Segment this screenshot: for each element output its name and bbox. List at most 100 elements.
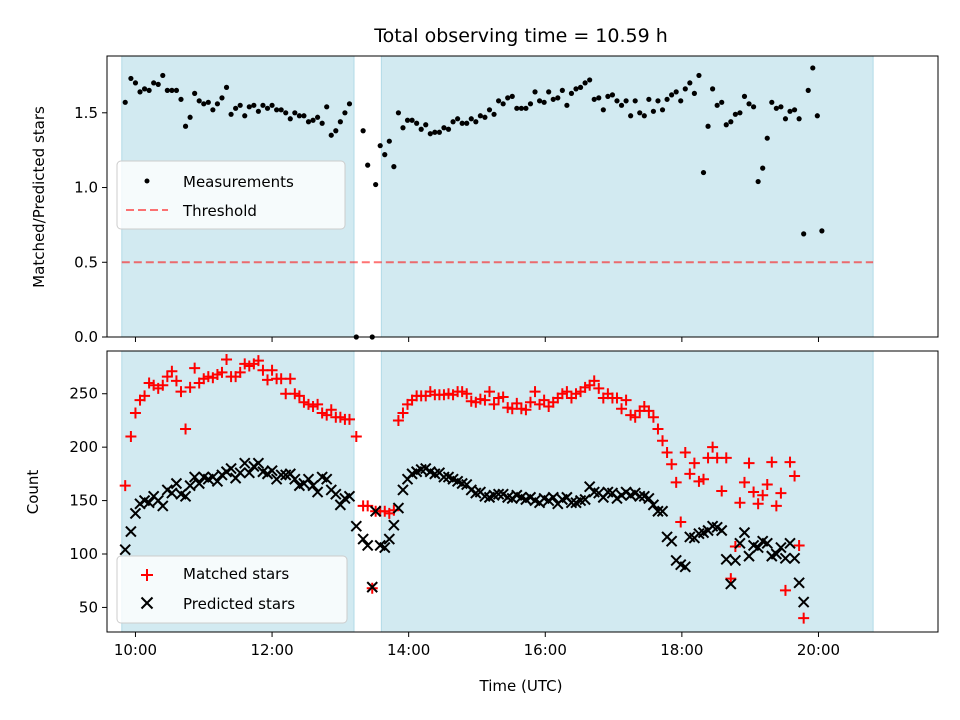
measurement-point <box>278 107 284 113</box>
matched-star-point <box>497 391 509 403</box>
panel-counts-frame <box>106 350 939 633</box>
measurement-point <box>664 96 670 102</box>
measurement-point <box>274 107 280 113</box>
panel-counts-xticks: 10:00 12:00 14:00 16:00 18:00 20:00 <box>114 632 840 659</box>
predicted-star-point <box>634 490 646 503</box>
matched-star-point <box>488 398 500 410</box>
measurement-point <box>409 117 415 123</box>
measurement-point <box>509 93 515 99</box>
matched-star-point <box>738 476 750 488</box>
predicted-star-point <box>193 477 205 490</box>
measurement-point <box>596 95 602 101</box>
matched-star-point <box>798 612 810 624</box>
measurement-point <box>468 116 474 122</box>
ytick-label: 200 <box>69 438 98 456</box>
measurement-point <box>700 169 707 176</box>
measurement-point <box>796 116 802 122</box>
matched-star-point <box>479 394 491 406</box>
matched-star-point <box>789 470 801 482</box>
measurement-point <box>328 132 334 138</box>
measurement-point <box>169 87 175 93</box>
measurement-point <box>614 98 620 104</box>
measurement-point <box>605 93 611 99</box>
predicted-star-point <box>119 544 131 556</box>
measurement-point <box>445 126 452 132</box>
matched-star-point <box>652 423 664 435</box>
matched-star-point <box>234 366 246 378</box>
measurement-point <box>228 111 234 117</box>
measurement-point <box>178 96 184 102</box>
panel-counts: 10:00 12:00 14:00 16:00 18:00 20:00 50 100 150 2… <box>24 350 939 695</box>
legend-predicted-marker <box>140 596 154 610</box>
xtick-label: 18:00 <box>660 641 703 659</box>
matched-star-point <box>688 457 700 469</box>
xtick-label: 12:00 <box>250 641 293 659</box>
ytick-label: 0.5 <box>74 253 98 271</box>
measurement-point <box>395 110 402 116</box>
panel-ratio-xticks <box>134 337 819 342</box>
measurement-point <box>137 89 143 95</box>
measurement-point <box>283 110 289 116</box>
predicted-star-point <box>716 524 728 537</box>
measurement-point <box>210 107 216 113</box>
matched-star-point <box>707 441 719 453</box>
measurement-point <box>251 102 257 108</box>
matched-star-point <box>775 487 787 499</box>
measurement-point <box>173 87 180 93</box>
measurement-point <box>778 104 784 110</box>
measurement-point <box>587 77 593 83</box>
measurement-point <box>609 92 616 98</box>
measurement-point <box>591 96 597 102</box>
measurement-point <box>673 89 679 95</box>
matched-star-point <box>166 365 178 377</box>
predicted-star-point <box>289 473 301 485</box>
measurement-point <box>710 86 716 92</box>
matched-star-point <box>529 386 541 398</box>
measurement-point <box>192 90 198 96</box>
measurement-point <box>623 98 629 104</box>
measurement-point <box>573 86 579 92</box>
predicted-star-point <box>129 507 142 520</box>
measurement-point <box>764 135 770 141</box>
predicted-star-point <box>492 488 505 500</box>
predicted-star-point <box>392 502 405 514</box>
predicted-star-point <box>388 519 400 531</box>
matched-star-point <box>221 354 233 366</box>
predicted-star-point <box>157 500 169 512</box>
legend-matched-label: Matched stars <box>183 565 289 583</box>
predicted-star-point <box>788 552 801 564</box>
measurement-point <box>459 120 465 126</box>
xtick-label: 10:00 <box>114 641 157 659</box>
measurement-point <box>455 116 461 122</box>
legend-threshold-label: Threshold <box>182 202 257 220</box>
measurement-point <box>641 113 647 119</box>
measurement-point <box>377 143 383 149</box>
measurement-point <box>141 86 148 92</box>
matched-star-point <box>748 486 760 498</box>
measurement-point <box>536 98 543 104</box>
measurement-point <box>705 123 711 129</box>
legend-measurements-marker <box>144 178 150 184</box>
predicted-star-point <box>775 541 787 554</box>
ytick-label: 50 <box>79 598 98 616</box>
matched-star-point <box>784 456 796 468</box>
measurement-point <box>491 111 497 117</box>
measurement-point <box>546 89 552 95</box>
predicted-star-point <box>343 490 356 503</box>
measurement-point <box>532 89 538 95</box>
measurement-point <box>750 104 757 110</box>
measurement-point <box>568 90 575 96</box>
ytick-label: 1.0 <box>74 179 98 197</box>
measurement-point <box>600 107 606 113</box>
predicted-star-point <box>302 473 315 485</box>
measurement-point <box>486 107 493 113</box>
measurement-point <box>760 165 766 171</box>
panel-ratio-yticks: 0.0 0.5 1.0 1.5 <box>74 104 107 346</box>
predicted-star-point <box>243 467 256 479</box>
measurement-point <box>741 93 748 99</box>
predicted-star-point <box>307 479 319 492</box>
measurement-point <box>482 114 488 120</box>
measurement-point <box>746 101 752 107</box>
measurement-point <box>269 102 275 108</box>
chart-title: Total observing time = 10.59 h <box>373 25 668 47</box>
